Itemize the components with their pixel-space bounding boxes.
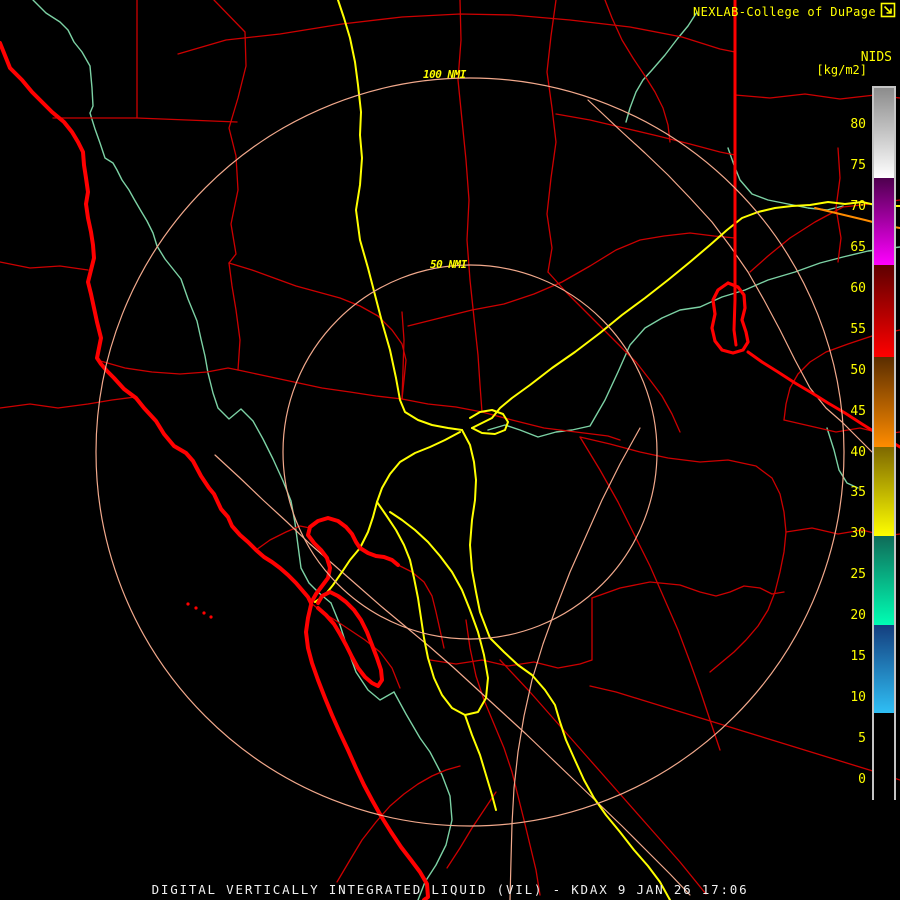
county-line <box>547 271 681 433</box>
county-line <box>228 262 241 371</box>
county-line <box>255 525 311 551</box>
colorbar-segment-63-52 <box>874 265 894 357</box>
county-line <box>407 232 736 327</box>
highway-yellow <box>461 429 671 900</box>
colorbar-segment-85-74 <box>874 88 894 178</box>
county-line <box>0 396 136 409</box>
colorbar-tick-55: 55 <box>850 321 866 337</box>
colorbar-segment-29-18 <box>874 536 894 625</box>
county-line <box>783 329 900 421</box>
county-line <box>401 311 405 400</box>
river <box>330 602 395 701</box>
colorbar-segment-52-40 <box>874 357 894 447</box>
coastline <box>0 41 313 605</box>
range-ring-label-50: 50 NMI <box>430 258 467 271</box>
county-line <box>835 147 842 263</box>
lake-tahoe-outline <box>710 281 750 355</box>
cwa-boundary <box>587 99 873 453</box>
colorbar-tick-5: 5 <box>858 731 866 747</box>
cwa-boundary <box>214 454 691 896</box>
islands <box>209 615 213 619</box>
county-line <box>457 0 483 413</box>
colorbar-segment-74-63 <box>874 178 894 265</box>
county-line <box>228 262 407 400</box>
river <box>727 147 844 211</box>
colorbar-tick-70: 70 <box>850 198 866 214</box>
colorbar-tick-15: 15 <box>850 649 866 665</box>
state-line <box>732 0 738 347</box>
colorbar-tick-0: 0 <box>858 772 866 787</box>
colorbar-tick-40: 40 <box>850 444 866 460</box>
county-line <box>0 261 89 271</box>
highway-yellow <box>337 0 463 431</box>
county-line <box>429 597 593 669</box>
range-ring-label-100: 100 NMI <box>423 68 466 81</box>
county-line <box>52 117 238 123</box>
colorbar-tick-25: 25 <box>850 567 866 583</box>
county-line <box>589 685 900 781</box>
colorbar-tick-75: 75 <box>850 157 866 173</box>
county-line <box>213 0 247 264</box>
colorbar-segment-18-7 <box>874 625 894 713</box>
county-line <box>336 765 461 883</box>
county-line <box>177 13 736 55</box>
coastline <box>306 516 400 605</box>
coastline <box>316 590 384 688</box>
colorbar-tick-50: 50 <box>850 362 866 378</box>
county-line <box>237 369 403 400</box>
county-line <box>499 659 707 895</box>
county-line <box>401 398 483 413</box>
river <box>625 11 698 123</box>
highway-yellow <box>469 409 509 435</box>
external-arrow-icon <box>880 2 896 18</box>
brand-text: NEXLAB-College of DuPage <box>693 5 876 19</box>
range-ring-50 <box>282 264 658 640</box>
county-line <box>579 436 721 751</box>
colorbar-tick-35: 35 <box>850 485 866 501</box>
river <box>32 0 332 604</box>
county-line <box>465 619 541 896</box>
colorbar-title: NIDS <box>860 50 892 65</box>
river <box>393 691 453 900</box>
highway-yellow <box>464 714 497 811</box>
colorbar-tick-45: 45 <box>850 403 866 419</box>
county-line <box>591 581 785 599</box>
highway-yellow <box>471 201 900 429</box>
colorbar-tick-65: 65 <box>850 239 866 255</box>
county-line <box>604 0 671 143</box>
county-line <box>446 791 497 869</box>
colorbar-tick-30: 30 <box>850 526 866 542</box>
coastline <box>304 603 430 900</box>
colorbar-tick-80: 80 <box>850 117 866 132</box>
county-line <box>579 436 787 673</box>
colorbar-tick-20: 20 <box>850 608 866 624</box>
cwa-boundary <box>509 427 641 900</box>
colorbar-tick-10: 10 <box>850 690 866 706</box>
range-ring-100 <box>95 77 845 827</box>
highway-yellow <box>314 431 461 603</box>
colorbar-segment-7-0 <box>874 713 894 800</box>
colorbar-units: [kg/m2] <box>816 63 867 77</box>
islands <box>194 606 198 610</box>
islands <box>202 611 206 615</box>
county-line <box>546 0 557 273</box>
river <box>487 246 900 438</box>
colorbar-segment-40-29 <box>874 447 894 536</box>
county-line <box>555 113 736 156</box>
colorbar-tick-60: 60 <box>850 280 866 296</box>
river <box>826 427 859 489</box>
islands <box>186 602 190 606</box>
product-title: DIGITAL VERTICALLY INTEGRATED LIQUID (VI… <box>151 882 749 897</box>
colorbar <box>872 86 896 800</box>
county-line <box>96 359 239 375</box>
